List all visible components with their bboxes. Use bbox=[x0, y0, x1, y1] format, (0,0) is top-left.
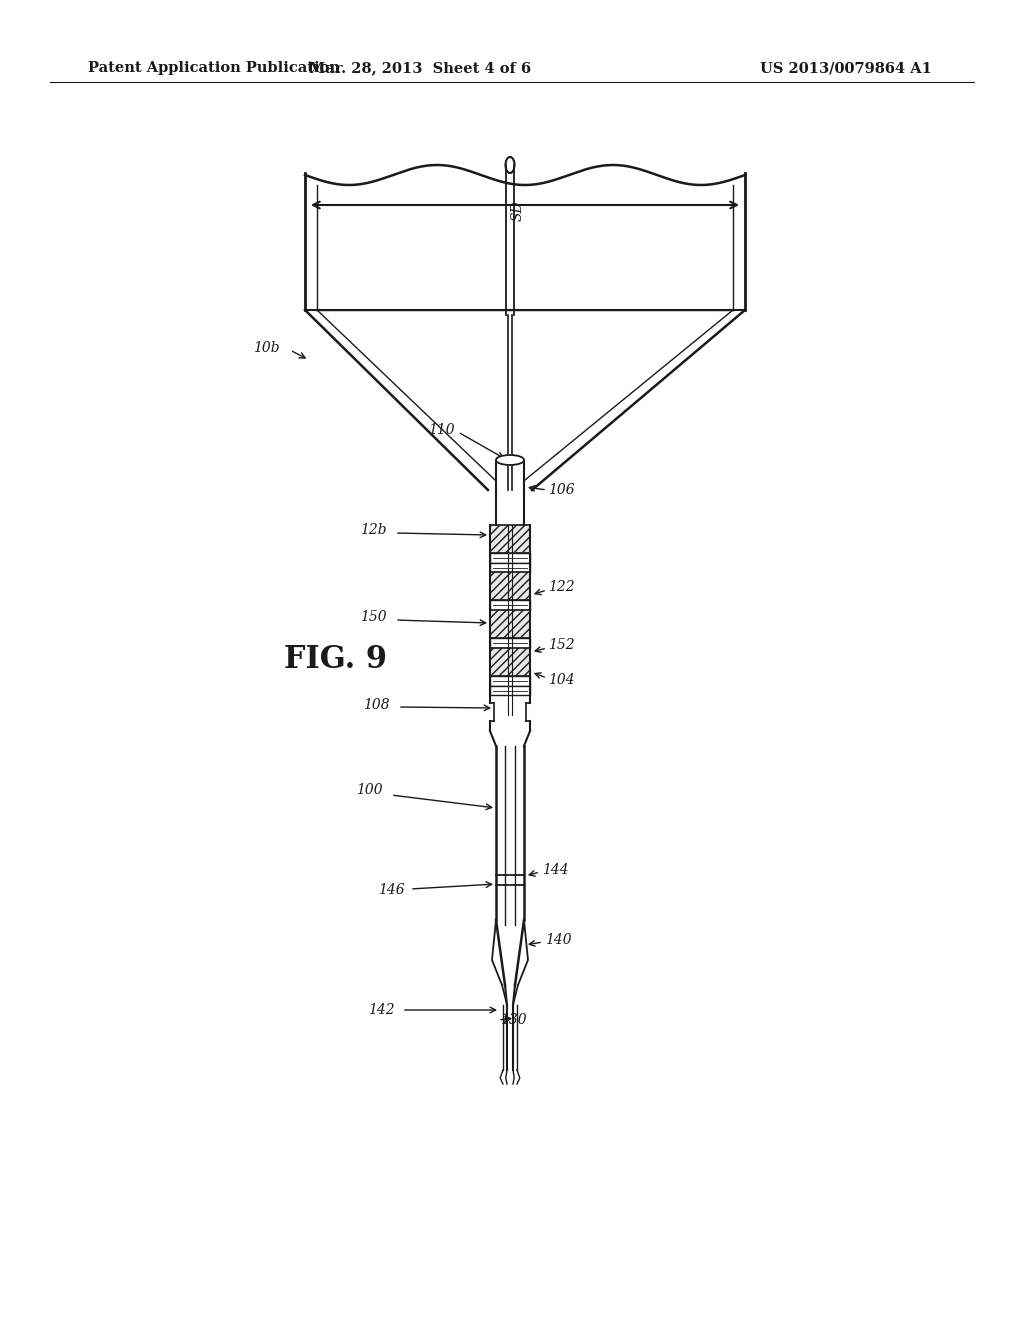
Text: 130: 130 bbox=[500, 1012, 526, 1027]
Text: 106: 106 bbox=[548, 483, 574, 498]
Text: 110: 110 bbox=[428, 422, 455, 437]
Bar bbox=[490, 525, 530, 553]
Text: US 2013/0079864 A1: US 2013/0079864 A1 bbox=[760, 61, 932, 75]
Ellipse shape bbox=[496, 455, 524, 465]
Text: 142: 142 bbox=[369, 1003, 395, 1016]
Text: 10b: 10b bbox=[253, 341, 280, 355]
Text: 144: 144 bbox=[542, 863, 568, 876]
Bar bbox=[490, 638, 530, 648]
Text: FIG. 9: FIG. 9 bbox=[284, 644, 386, 676]
Text: 140: 140 bbox=[545, 933, 571, 946]
Text: 146: 146 bbox=[379, 883, 406, 898]
Text: 150: 150 bbox=[360, 610, 387, 624]
Bar bbox=[490, 648, 530, 676]
Text: 122: 122 bbox=[548, 579, 574, 594]
Text: 100: 100 bbox=[356, 783, 383, 797]
Bar bbox=[490, 553, 530, 564]
Bar bbox=[490, 564, 530, 572]
Text: 12b: 12b bbox=[360, 523, 387, 537]
Text: 152: 152 bbox=[548, 638, 574, 652]
Bar bbox=[490, 676, 530, 686]
Text: Patent Application Publication: Patent Application Publication bbox=[88, 61, 340, 75]
Text: 108: 108 bbox=[364, 698, 390, 711]
Text: Mar. 28, 2013  Sheet 4 of 6: Mar. 28, 2013 Sheet 4 of 6 bbox=[309, 61, 531, 75]
Bar bbox=[490, 572, 530, 601]
Text: 104: 104 bbox=[548, 673, 574, 686]
Text: SD: SD bbox=[511, 201, 525, 220]
Bar bbox=[490, 610, 530, 638]
Bar bbox=[490, 601, 530, 610]
Bar bbox=[490, 686, 530, 696]
